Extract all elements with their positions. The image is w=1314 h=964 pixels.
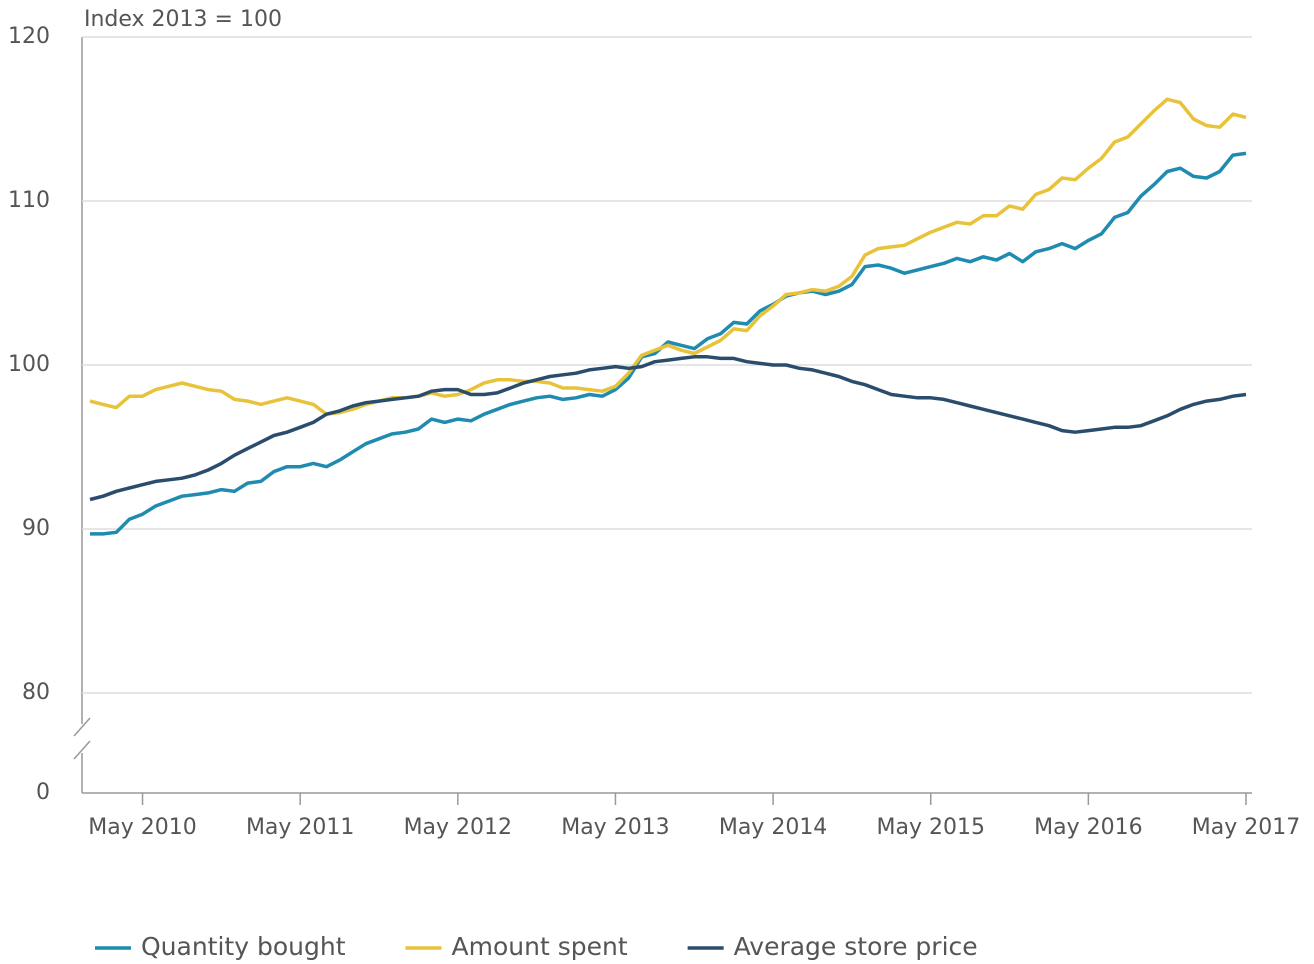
x-tick-label: May 2015 <box>876 815 984 840</box>
x-tick-label: May 2017 <box>1192 815 1300 840</box>
y-tick-label: 90 <box>22 516 50 541</box>
y-tick-label: 0 <box>36 780 50 805</box>
x-tick-label: May 2016 <box>1034 815 1142 840</box>
legend-label: Quantity bought <box>141 932 346 961</box>
data-line <box>89 97 1247 416</box>
y-tick-label: 120 <box>8 24 50 49</box>
x-tick-label: May 2014 <box>719 815 827 840</box>
data-line <box>89 355 1247 502</box>
y-tick-label: 100 <box>8 352 50 377</box>
chart-title: Index 2013 = 100 <box>84 7 282 32</box>
data-line <box>90 151 1247 536</box>
x-tick-label: May 2010 <box>88 815 196 840</box>
x-tick-label: May 2011 <box>246 815 354 840</box>
axis-break-mark <box>73 740 91 760</box>
legend-label: Average store price <box>734 932 978 961</box>
axis-break-mark <box>73 717 91 737</box>
y-tick-label: 110 <box>8 188 50 213</box>
x-tick-label: May 2013 <box>561 815 669 840</box>
y-tick-label: 80 <box>22 680 50 705</box>
legend-label: Amount spent <box>452 932 628 961</box>
x-tick-label: May 2012 <box>404 815 512 840</box>
y-axis <box>73 37 91 793</box>
